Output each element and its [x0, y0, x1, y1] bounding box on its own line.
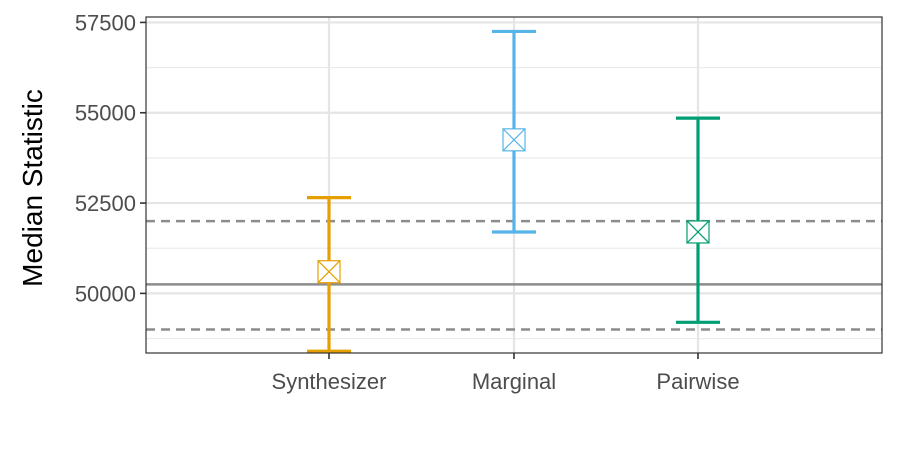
- x-tick-label-synthesizer: Synthesizer: [272, 369, 387, 394]
- y-tick-label: 52500: [75, 191, 136, 216]
- error-bar-synthesizer: [307, 196, 351, 353]
- error-bar-marginal: [492, 29, 536, 234]
- y-tick-label: 57500: [75, 10, 136, 35]
- x-tick-label-pairwise: Pairwise: [656, 369, 739, 394]
- point-estimate-marker: [686, 220, 710, 244]
- x-axis: Synthesizer Marginal Pairwise: [272, 353, 740, 394]
- y-tick-label: 55000: [75, 101, 136, 126]
- point-estimate-marker: [502, 128, 526, 152]
- point-estimate-marker: [317, 260, 341, 284]
- y-axis-title: Median Statistic: [17, 89, 48, 287]
- y-axis: 50000 52500 55000 57500: [75, 10, 146, 306]
- x-tick-label-marginal: Marginal: [472, 369, 556, 394]
- error-bar-pairwise: [676, 116, 720, 324]
- y-tick-label: 50000: [75, 281, 136, 306]
- error-bar-series: [307, 29, 720, 353]
